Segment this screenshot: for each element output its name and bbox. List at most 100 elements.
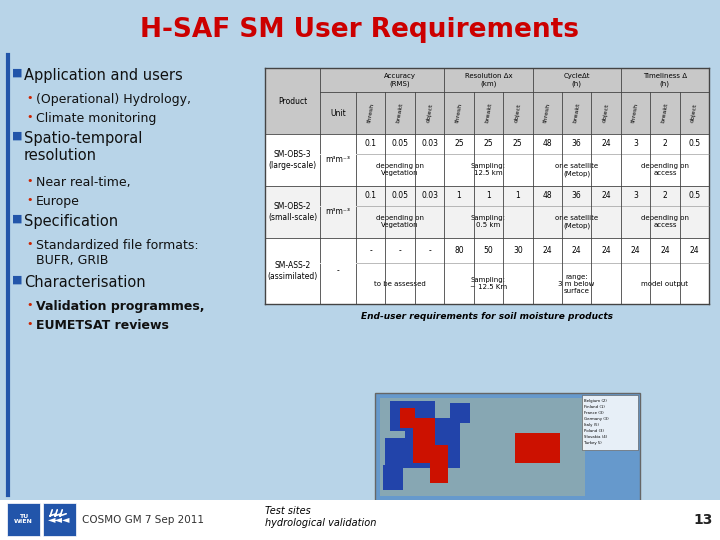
Bar xyxy=(405,428,440,468)
Text: Near real-time,: Near real-time, xyxy=(36,176,130,189)
Text: depending on
Vegetation: depending on Vegetation xyxy=(376,215,424,228)
Bar xyxy=(385,438,410,468)
Text: breakt: breakt xyxy=(484,103,492,124)
Text: -: - xyxy=(369,246,372,255)
Text: m³m⁻³: m³m⁻³ xyxy=(325,207,351,217)
Text: 24: 24 xyxy=(631,246,640,255)
Text: Validation programmes,: Validation programmes, xyxy=(36,300,204,313)
Text: 1: 1 xyxy=(486,191,491,200)
Bar xyxy=(265,68,709,304)
Text: 24: 24 xyxy=(660,246,670,255)
Text: 50: 50 xyxy=(484,246,493,255)
Bar xyxy=(390,401,435,431)
Text: EUMETSAT reviews: EUMETSAT reviews xyxy=(36,319,169,332)
Text: ■: ■ xyxy=(12,275,22,285)
Text: thresh: thresh xyxy=(631,103,639,123)
Text: 25: 25 xyxy=(484,139,493,148)
Text: France (3): France (3) xyxy=(584,411,604,415)
Text: •: • xyxy=(26,93,32,103)
Text: End-user requirements for soil moisture products: End-user requirements for soil moisture … xyxy=(361,312,613,321)
Bar xyxy=(383,465,403,490)
Text: 48: 48 xyxy=(542,139,552,148)
Text: H-SAF SM User Requirements: H-SAF SM User Requirements xyxy=(140,17,580,43)
Bar xyxy=(375,393,640,501)
Text: object: object xyxy=(602,103,610,123)
Bar xyxy=(380,398,585,496)
Text: Germany (3): Germany (3) xyxy=(584,417,608,421)
Text: •: • xyxy=(26,176,32,186)
Text: Poland (3): Poland (3) xyxy=(584,429,604,433)
Text: ■: ■ xyxy=(12,68,22,78)
Bar xyxy=(582,395,638,450)
Bar xyxy=(430,445,448,483)
Text: COSMO GM 7 Sep 2011: COSMO GM 7 Sep 2011 xyxy=(82,515,204,525)
Text: ■: ■ xyxy=(12,214,22,224)
Text: Resolution Δx
(km): Resolution Δx (km) xyxy=(464,73,512,87)
Text: Characterisation: Characterisation xyxy=(24,275,145,290)
Text: thresh: thresh xyxy=(366,103,375,123)
Text: 36: 36 xyxy=(572,139,582,148)
Text: Sampling:
12.5 km: Sampling: 12.5 km xyxy=(471,164,506,177)
Text: Unit: Unit xyxy=(330,109,346,118)
Text: Specification: Specification xyxy=(24,214,118,229)
Text: one satellite
(Metop): one satellite (Metop) xyxy=(555,215,598,228)
Text: 1: 1 xyxy=(516,191,520,200)
Text: 25: 25 xyxy=(513,139,523,148)
Bar xyxy=(7,503,40,536)
Text: SM-ASS-2
(assimilated): SM-ASS-2 (assimilated) xyxy=(267,261,318,281)
Text: SM-OBS-3
(large-scale): SM-OBS-3 (large-scale) xyxy=(269,150,317,170)
Text: 36: 36 xyxy=(572,191,582,200)
Text: ■: ■ xyxy=(12,131,22,141)
Text: Europe: Europe xyxy=(36,195,80,208)
Text: model output: model output xyxy=(642,281,688,287)
Text: 24: 24 xyxy=(572,246,582,255)
Text: 0.03: 0.03 xyxy=(421,139,438,148)
Text: breakt: breakt xyxy=(396,103,405,124)
Text: (Operational) Hydrology,: (Operational) Hydrology, xyxy=(36,93,191,106)
Text: Sampling:
~ 12.5 Km: Sampling: ~ 12.5 Km xyxy=(470,277,507,290)
Bar xyxy=(430,418,460,468)
Text: Standardized file formats:
BUFR, GRIB: Standardized file formats: BUFR, GRIB xyxy=(36,239,199,267)
Text: TU
WIEN: TU WIEN xyxy=(14,514,33,524)
Text: to be assessed: to be assessed xyxy=(374,281,426,287)
Text: 24: 24 xyxy=(601,191,611,200)
Text: Timeliness Δ
(h): Timeliness Δ (h) xyxy=(643,73,687,87)
Text: object: object xyxy=(426,103,433,123)
Text: •: • xyxy=(26,195,32,205)
Text: -: - xyxy=(337,267,339,275)
Text: thresh: thresh xyxy=(455,103,463,123)
Text: Sampling:
0.5 km: Sampling: 0.5 km xyxy=(471,215,506,228)
Text: 1: 1 xyxy=(456,191,462,200)
Text: 25: 25 xyxy=(454,139,464,148)
Text: Spatio-temporal
resolution: Spatio-temporal resolution xyxy=(24,131,143,164)
Bar xyxy=(265,134,709,186)
Text: 3: 3 xyxy=(633,139,638,148)
Text: 0.05: 0.05 xyxy=(392,191,409,200)
Text: breakt: breakt xyxy=(572,103,581,124)
Text: 2: 2 xyxy=(662,191,667,200)
Text: Test sites
hydrological validation: Test sites hydrological validation xyxy=(265,506,377,528)
Text: •: • xyxy=(26,239,32,249)
Text: Belgium (2): Belgium (2) xyxy=(584,399,607,403)
Text: thresh: thresh xyxy=(543,103,552,123)
Bar xyxy=(265,68,709,134)
Text: m³m⁻³: m³m⁻³ xyxy=(325,156,351,165)
Text: •: • xyxy=(26,319,32,329)
Text: 24: 24 xyxy=(601,246,611,255)
Text: 30: 30 xyxy=(513,246,523,255)
Text: 0.1: 0.1 xyxy=(365,191,377,200)
Text: -: - xyxy=(399,246,402,255)
Text: 24: 24 xyxy=(690,246,699,255)
Text: •: • xyxy=(26,300,32,310)
Text: 3: 3 xyxy=(633,191,638,200)
Text: SM-OBS-2
(small-scale): SM-OBS-2 (small-scale) xyxy=(268,202,317,222)
Text: 0.5: 0.5 xyxy=(688,191,701,200)
Text: 80: 80 xyxy=(454,246,464,255)
Text: one satellite
(Metop): one satellite (Metop) xyxy=(555,163,598,177)
Text: 24: 24 xyxy=(542,246,552,255)
Bar xyxy=(450,403,470,423)
Text: object: object xyxy=(513,103,522,123)
Text: range:
3 m below
surface: range: 3 m below surface xyxy=(559,274,595,294)
Bar xyxy=(43,503,76,536)
Text: object: object xyxy=(690,103,698,123)
